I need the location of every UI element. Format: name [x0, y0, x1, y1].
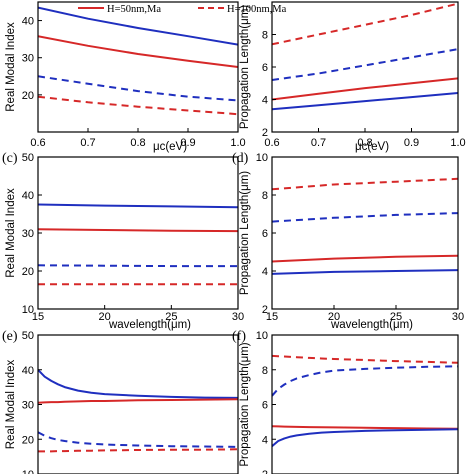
x-tick-label: 0.6	[264, 137, 279, 149]
series-line-4	[272, 269, 458, 275]
y-tick-label: 40	[22, 190, 34, 202]
series-line-4	[272, 428, 458, 447]
series-line-2	[272, 212, 458, 223]
y-tick-label: 30	[22, 53, 34, 65]
panel-5: 10 20 30 40 50 Real Modal Index (e)	[2, 329, 239, 474]
panel-label: (d)	[232, 151, 249, 166]
x-tick-label: 15	[32, 311, 44, 323]
y-tick-label: 10	[22, 469, 34, 474]
panel-4: 2 4 6 8 10 15 20 25 30 wavelength(μm) Propagation …	[232, 151, 464, 331]
y-tick-label: 20	[22, 434, 34, 446]
legend-label-dash: H=100nm,Ma	[227, 4, 287, 15]
series-line-3	[38, 264, 238, 268]
y-tick-label: 10	[22, 304, 34, 316]
x-tick-label: 20	[99, 311, 111, 323]
series-line-2	[38, 35, 238, 68]
series-line-1	[272, 2, 458, 46]
y-tick-label: 6	[262, 400, 268, 412]
panel-6: 2 4 6 8 10 Propagation Length(μm)(f)	[232, 329, 459, 474]
plot-frame	[271, 1, 459, 133]
y-tick-label: 2	[262, 127, 268, 139]
x-tick-label: 0.7	[311, 137, 326, 149]
series-line-4	[38, 95, 238, 116]
y-axis-label: Propagation Length(μm)	[239, 5, 251, 129]
series-line-1	[272, 177, 458, 191]
y-tick-label: 10	[256, 330, 268, 342]
plot-frame	[37, 334, 239, 474]
y-tick-label: 2	[262, 304, 268, 316]
y-tick-label: 8	[262, 365, 268, 377]
x-tick-label: 0.8	[130, 137, 145, 149]
x-tick-label: 15	[266, 311, 278, 323]
y-axis-label: Real Modal Index	[5, 22, 17, 112]
y-tick-label: 2	[262, 469, 268, 474]
series-line-1	[38, 6, 238, 46]
y-tick-label: 4	[262, 266, 268, 278]
y-tick-label: 4	[262, 95, 268, 107]
series-line-2	[38, 398, 238, 404]
series-line-4	[272, 92, 458, 111]
panel-label: (e)	[2, 329, 18, 344]
panel-3: 10 20 30 40 50 15 20 25 30 wavelength(μm) Real Mod…	[2, 151, 244, 331]
series-line-3	[272, 77, 458, 101]
y-tick-label: 50	[22, 152, 34, 164]
series-line-3	[272, 425, 458, 430]
y-tick-label: 8	[262, 190, 268, 202]
x-tick-label: 25	[165, 311, 177, 323]
x-tick-label: 0.6	[30, 137, 45, 149]
y-tick-label: 6	[262, 228, 268, 240]
y-tick-label: 50	[22, 330, 34, 342]
panel-label: (f)	[232, 329, 246, 344]
series-line-2	[272, 48, 458, 81]
panel-2: 2 4 6 8 0.6 0.7 0.8 0.9 1.0 μc(eV) Propagation Len…	[239, 1, 466, 153]
x-tick-label: 0.9	[180, 137, 195, 149]
x-tick-label: 0.8	[357, 137, 372, 149]
x-axis-label: μc(eV)	[355, 141, 389, 153]
y-axis-label: Propagation Length(μm)	[239, 171, 251, 295]
series-line-4	[38, 448, 238, 453]
x-tick-label: 30	[452, 311, 464, 323]
series-line-2	[272, 365, 458, 397]
series-line-1	[38, 203, 238, 209]
plot-frame	[37, 156, 239, 310]
series-line-2	[38, 228, 238, 233]
y-tick-label: 30	[22, 228, 34, 240]
y-axis-label: Propagation Length(μm)	[239, 342, 251, 466]
y-tick-label: 4	[262, 434, 268, 446]
y-tick-label: 40	[22, 16, 34, 28]
y-tick-label: 8	[262, 30, 268, 42]
panel-label: (c)	[2, 151, 18, 166]
y-tick-label: 40	[22, 365, 34, 377]
x-tick-label: 1.0	[450, 137, 465, 149]
series-line-3	[38, 75, 238, 102]
x-axis-label: wavelength(μm)	[330, 319, 413, 331]
x-tick-label: 0.7	[80, 137, 95, 149]
y-tick-label: 6	[262, 62, 268, 74]
y-axis-label: Real Modal Index	[5, 360, 17, 450]
x-tick-label: 1.0	[230, 137, 245, 149]
series-line-1	[38, 369, 238, 399]
y-tick-label: 20	[22, 90, 34, 102]
legend: H=50nm,Ma H=100nm,Ma	[78, 4, 287, 15]
legend-label-solid: H=50nm,Ma	[107, 4, 161, 15]
x-tick-label: 30	[232, 311, 244, 323]
x-tick-label: 20	[328, 311, 340, 323]
y-tick-label: 20	[22, 266, 34, 278]
x-tick-label: 0.9	[404, 137, 419, 149]
x-axis-label: wavelength(μm)	[108, 319, 191, 331]
y-axis-label: Real Modal Index	[5, 188, 17, 278]
x-tick-label: 25	[390, 311, 402, 323]
panel-1: 20 30 40 0.6 0.7 0.8 0.9 1.0 μc(eV) Real Modal In…	[5, 1, 246, 153]
x-axis-label: μc(eV)	[153, 141, 187, 153]
y-tick-label: 10	[256, 152, 268, 164]
series-line-1	[272, 354, 458, 364]
series-line-3	[38, 431, 238, 448]
series-line-3	[272, 254, 458, 263]
y-tick-label: 30	[22, 400, 34, 412]
plot-frame	[271, 334, 459, 474]
